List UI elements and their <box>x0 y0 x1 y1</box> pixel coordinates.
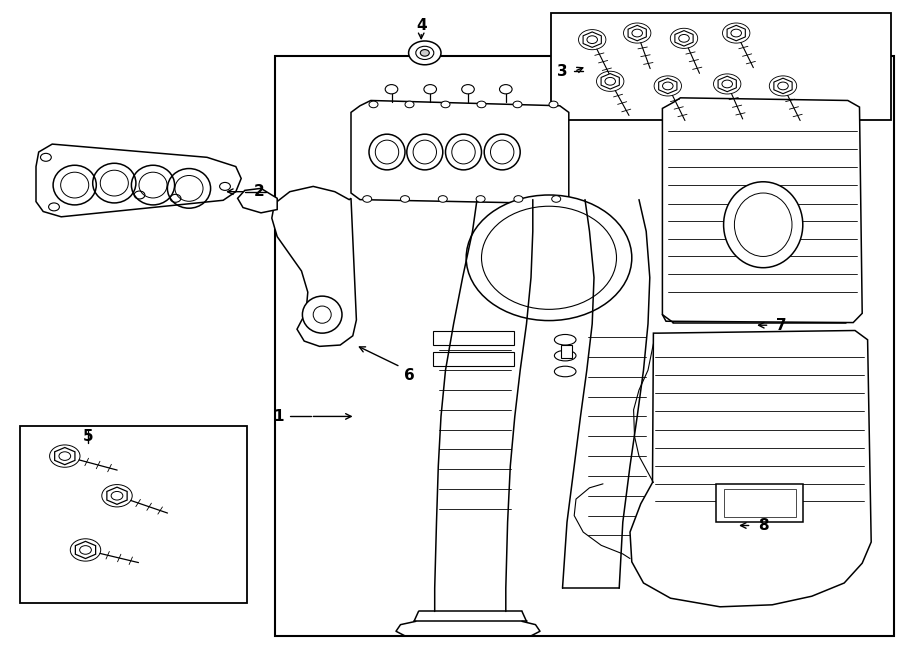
Polygon shape <box>76 541 95 559</box>
Ellipse shape <box>409 41 441 65</box>
Ellipse shape <box>662 82 673 90</box>
Polygon shape <box>662 98 862 323</box>
Ellipse shape <box>369 134 405 170</box>
Ellipse shape <box>446 134 482 170</box>
Ellipse shape <box>385 85 398 94</box>
Text: 6: 6 <box>404 368 415 383</box>
Ellipse shape <box>112 492 122 500</box>
Polygon shape <box>561 345 572 358</box>
Ellipse shape <box>484 134 520 170</box>
Text: 4: 4 <box>416 18 427 32</box>
Bar <box>716 484 803 522</box>
Ellipse shape <box>778 82 788 90</box>
Bar <box>551 13 891 120</box>
Ellipse shape <box>513 101 522 108</box>
Ellipse shape <box>302 296 342 333</box>
Ellipse shape <box>587 36 598 44</box>
Ellipse shape <box>632 29 643 37</box>
Ellipse shape <box>438 196 447 202</box>
Ellipse shape <box>80 546 92 554</box>
Text: 8: 8 <box>758 518 769 533</box>
Ellipse shape <box>477 101 486 108</box>
Ellipse shape <box>554 334 576 345</box>
Ellipse shape <box>369 101 378 108</box>
Bar <box>20 426 247 603</box>
Ellipse shape <box>441 101 450 108</box>
Ellipse shape <box>554 350 576 361</box>
Bar <box>433 330 514 345</box>
Ellipse shape <box>554 366 576 377</box>
Ellipse shape <box>605 77 616 85</box>
Ellipse shape <box>424 85 436 94</box>
Ellipse shape <box>407 134 443 170</box>
Text: 7: 7 <box>776 318 787 332</box>
Polygon shape <box>718 76 736 92</box>
Polygon shape <box>583 32 601 48</box>
Text: 1: 1 <box>274 409 284 424</box>
Ellipse shape <box>731 29 742 37</box>
Text: 2: 2 <box>254 184 265 199</box>
Ellipse shape <box>679 34 689 42</box>
Polygon shape <box>55 447 75 465</box>
Polygon shape <box>675 30 693 46</box>
Polygon shape <box>351 100 569 204</box>
Ellipse shape <box>420 50 429 56</box>
Ellipse shape <box>466 195 632 321</box>
Ellipse shape <box>514 196 523 202</box>
Ellipse shape <box>405 101 414 108</box>
Polygon shape <box>36 144 241 217</box>
Text: 5: 5 <box>83 429 94 444</box>
Polygon shape <box>238 188 277 213</box>
Ellipse shape <box>462 85 474 94</box>
Ellipse shape <box>500 85 512 94</box>
Text: 3: 3 <box>557 64 568 79</box>
Ellipse shape <box>549 101 558 108</box>
Ellipse shape <box>724 182 803 268</box>
Polygon shape <box>659 78 677 94</box>
Polygon shape <box>272 186 356 346</box>
Ellipse shape <box>722 80 733 88</box>
Polygon shape <box>774 78 792 94</box>
Bar <box>724 489 796 517</box>
Polygon shape <box>630 330 871 607</box>
Bar <box>274 56 894 636</box>
Ellipse shape <box>476 196 485 202</box>
Ellipse shape <box>363 196 372 202</box>
Polygon shape <box>628 25 646 41</box>
Ellipse shape <box>552 196 561 202</box>
Bar <box>433 352 514 366</box>
Polygon shape <box>601 73 619 89</box>
Polygon shape <box>107 487 127 504</box>
Polygon shape <box>727 25 745 41</box>
Ellipse shape <box>400 196 410 202</box>
Ellipse shape <box>58 452 70 460</box>
